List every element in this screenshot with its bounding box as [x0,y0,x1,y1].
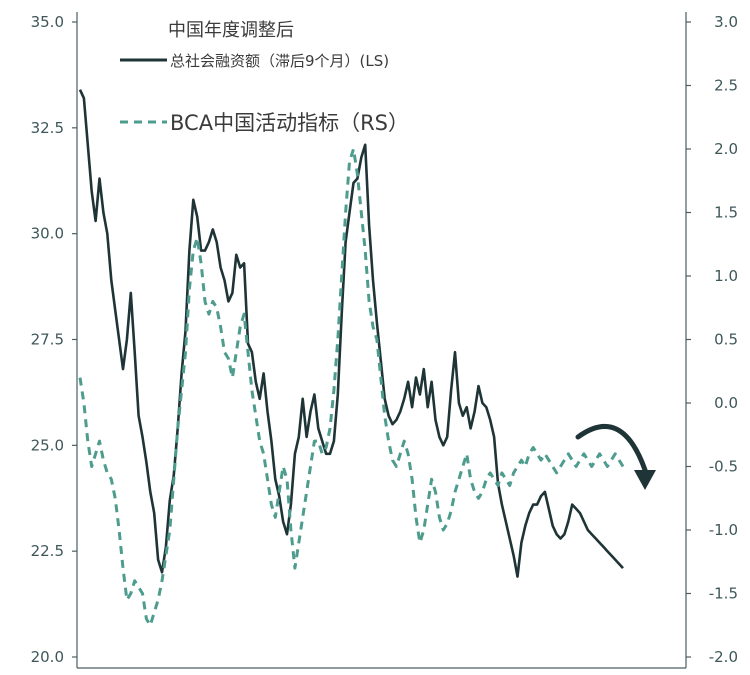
left-tick-label: 20.0 [31,648,64,666]
left-tick-label: 25.0 [31,436,64,454]
legend-item-solid: 总社会融资额（滞后9个月）(LS) [170,52,389,70]
legend: 中国年度调整后 总社会融资额（滞后9个月）(LS) BCA中国活动指标（RS） [120,20,409,135]
left-tick-label: 32.5 [31,119,64,137]
right-tick-label: -1.5 [709,585,738,603]
right-tick-label: 0.5 [714,331,738,349]
right-tick-label: -2.0 [709,648,738,666]
right-axis-ticks: 3.0 2.5 2.0 1.5 1.0 0.5 0.0 -0.5 -1.0 -1.5 -2.0 [686,13,738,666]
series-line-activity [78,147,625,627]
left-tick-label: 30.0 [31,225,64,243]
legend-item-dashed: BCA中国活动指标（RS） [170,111,409,135]
left-tick-label: 27.5 [31,331,64,349]
legend-title: 中国年度调整后 [168,20,294,41]
left-tick-label: 35.0 [31,13,64,31]
right-tick-label: -1.0 [709,521,738,539]
series-lines [78,89,625,627]
right-tick-label: 3.0 [714,13,738,31]
series-line-financing [78,89,624,578]
right-tick-label: 2.5 [714,77,738,95]
right-tick-label: 1.5 [714,204,738,222]
right-tick-label: 1.0 [714,267,738,285]
right-tick-label: 0.0 [714,394,738,412]
right-tick-label: -0.5 [709,458,738,476]
left-axis-ticks: 35.0 32.5 30.0 27.5 25.0 22.5 20.0 [31,13,77,666]
left-tick-label: 22.5 [31,542,64,560]
forecast-arrow [575,424,656,490]
right-tick-label: 2.0 [714,140,738,158]
